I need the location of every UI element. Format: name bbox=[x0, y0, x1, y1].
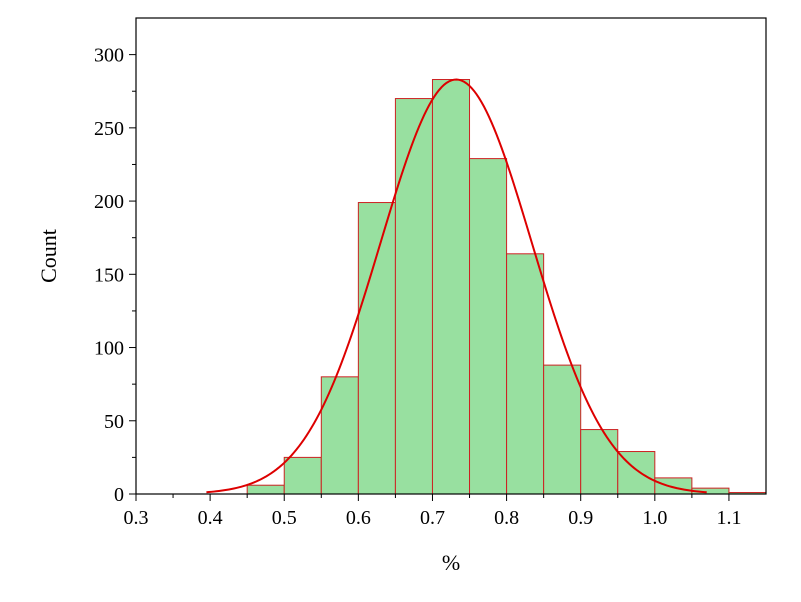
x-axis-title: % bbox=[442, 550, 460, 575]
histogram-bar-11 bbox=[654, 477, 693, 495]
x-tick-label: 0.7 bbox=[420, 507, 445, 529]
y-tick-label: 250 bbox=[94, 118, 124, 140]
x-axis: 0.3 0.4 0.5 0.6 0.7 0.8 0.9 1.0 1.1 bbox=[124, 494, 741, 529]
y-tick-label: 0 bbox=[114, 484, 124, 506]
x-tick-label: 0.6 bbox=[346, 507, 371, 529]
histogram-bar-4 bbox=[394, 98, 433, 495]
histogram-bar-1 bbox=[283, 456, 322, 495]
y-tick-label: 300 bbox=[94, 45, 124, 67]
x-tick-label: 0.4 bbox=[198, 507, 223, 529]
histogram-bar-2 bbox=[320, 376, 359, 495]
normal-fit-curve bbox=[206, 78, 707, 494]
y-tick-label: 50 bbox=[104, 411, 124, 433]
x-tick-label: 0.9 bbox=[568, 507, 593, 529]
x-tick-label: 0.5 bbox=[272, 507, 297, 529]
y-tick-label: 150 bbox=[94, 264, 124, 286]
y-tick-label: 100 bbox=[94, 338, 124, 360]
y-tick-label: 200 bbox=[94, 191, 124, 213]
histogram-bar-0 bbox=[246, 484, 285, 495]
x-tick-label: 1.1 bbox=[716, 507, 741, 529]
histogram-bars bbox=[246, 79, 767, 495]
y-axis-title: Count bbox=[36, 229, 61, 283]
y-axis: 0 50 100 150 200 250 300 bbox=[94, 45, 136, 506]
histogram-bar-9 bbox=[580, 429, 619, 495]
histogram-bar-3 bbox=[357, 202, 396, 495]
plot-frame bbox=[135, 17, 767, 495]
x-tick-label: 0.3 bbox=[124, 507, 149, 529]
histogram-bar-5 bbox=[431, 79, 471, 495]
histogram-bar-7 bbox=[506, 253, 545, 495]
histogram-bar-8 bbox=[543, 364, 582, 495]
histogram-bar-6 bbox=[469, 158, 508, 495]
x-tick-label: 1.0 bbox=[642, 507, 667, 529]
x-tick-label: 0.8 bbox=[494, 507, 519, 529]
